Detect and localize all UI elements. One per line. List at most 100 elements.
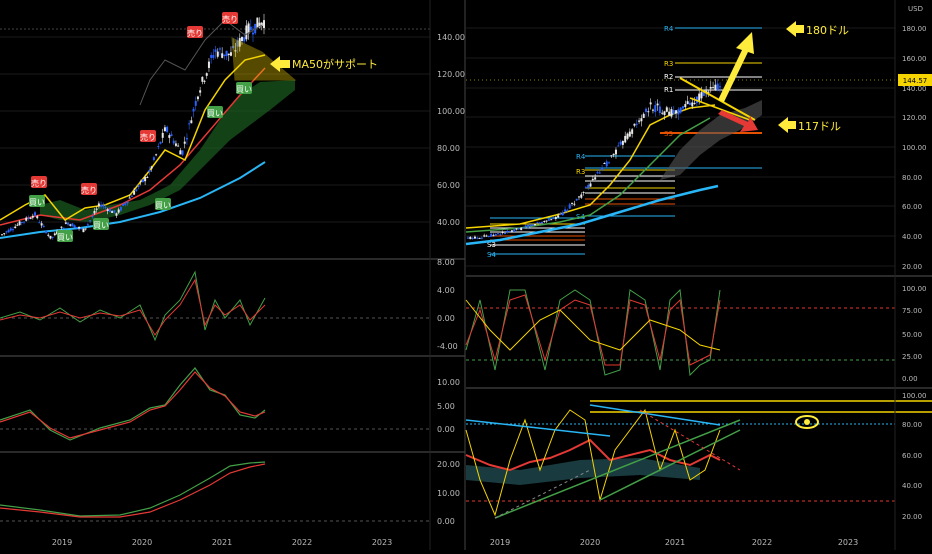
candle-body (27, 217, 30, 219)
candle-body (584, 187, 587, 189)
candle-body (137, 185, 140, 187)
x-tick-label: 2020 (580, 538, 600, 547)
candle-body (647, 111, 650, 113)
svg-text:117ドル: 117ドル (798, 120, 841, 133)
candle-body (144, 177, 147, 182)
candle-body (51, 236, 54, 238)
candle-body (575, 198, 578, 201)
candle-body (517, 228, 520, 230)
target-up-label: 180ドル (786, 21, 849, 37)
candle-body (218, 48, 221, 50)
candle-body (605, 161, 608, 167)
candle-body (520, 227, 523, 231)
svg-text:売り: 売り (222, 14, 238, 24)
svg-text:買い: 買い (57, 233, 73, 242)
candle-body (487, 235, 490, 237)
candle-body (633, 123, 636, 126)
left-osc-2-pane[interactable] (0, 367, 430, 441)
candle-body (135, 189, 138, 192)
candle-body (168, 135, 171, 138)
candle-body (700, 92, 703, 99)
y-tick-label: 40.00 (437, 218, 460, 227)
candle-body (582, 191, 585, 193)
candle-body (111, 211, 114, 213)
candlesticks (467, 79, 721, 240)
candle-body (93, 210, 96, 214)
pivot-label-r4: R4 (576, 153, 586, 161)
candle-body (3, 233, 6, 235)
right-osc-2-pane[interactable] (465, 400, 932, 519)
x-tick-label: 2023 (838, 538, 858, 547)
candle-body (554, 216, 557, 219)
left-osc-1-pane[interactable] (0, 270, 430, 342)
trend-line (599, 429, 741, 501)
right-osc-1-pane[interactable] (465, 288, 895, 377)
y-tick-label: 80.00 (437, 144, 460, 153)
candle-body (62, 227, 65, 229)
left-price-pane[interactable]: 売り 売り 売り 売り 売り 買い 買い 買い 買い 買い 買い MA50がサポ… (0, 12, 430, 242)
candle-body (529, 224, 532, 226)
sell-signal: 売り (187, 26, 203, 38)
candle-body (550, 219, 553, 221)
candle-body (480, 237, 483, 239)
y-tick-label: 140.00 (902, 85, 927, 93)
candle-body (695, 96, 698, 103)
pivot-level-lines (490, 169, 675, 255)
trend-line (639, 409, 741, 471)
y-tick-label: 40.00 (902, 482, 922, 490)
candle-body (194, 100, 197, 106)
trend-line (465, 419, 611, 437)
svg-text:買い: 買い (236, 85, 252, 94)
candle-body (104, 207, 107, 209)
x-tick-label: 2020 (132, 538, 152, 547)
candle-body (540, 221, 543, 224)
y-tick-label: 100.00 (902, 392, 927, 400)
candle-body (587, 184, 590, 189)
candle-body (577, 196, 580, 198)
trend-line (589, 404, 721, 426)
candle-body (240, 37, 243, 42)
candle-body (707, 91, 710, 93)
pivot-label-s3: S3 (487, 241, 496, 249)
candle-body (86, 224, 89, 226)
candle-body (654, 105, 657, 113)
candle-body (617, 145, 620, 147)
candle-body (614, 149, 617, 155)
svg-text:180ドル: 180ドル (806, 24, 849, 37)
candle-body (536, 222, 539, 224)
candle-body (5, 231, 8, 233)
candle-body (97, 203, 100, 206)
candle-body (258, 22, 261, 28)
candle-body (534, 223, 537, 226)
candle-body (69, 224, 72, 226)
svg-text:MA50がサポート: MA50がサポート (292, 57, 378, 71)
candle-body (591, 178, 594, 180)
y-tick-label: 80.00 (902, 421, 922, 429)
y-tick-label: 40.00 (902, 233, 922, 241)
candle-body (152, 157, 155, 161)
svg-text:買い: 買い (29, 198, 45, 207)
osc-red-line (0, 278, 266, 336)
candle-body (573, 203, 576, 205)
right-price-pane[interactable]: R4 R3 R2 R1 S3 R4 R3 S4 S3 S4 180ドル 117ド… (465, 21, 895, 267)
ma50-annotation: MA50がサポート (270, 56, 378, 72)
candle-body (203, 80, 206, 82)
left-osc-3-pane[interactable] (0, 461, 430, 522)
candle-body (163, 127, 166, 132)
candle-body (179, 150, 182, 155)
y-tick-label: 180.00 (902, 25, 927, 33)
candle-body (601, 167, 604, 171)
pivot-label-s4: S4 (487, 251, 496, 259)
candle-body (497, 233, 500, 235)
candle-body (552, 218, 555, 220)
candle-body (40, 223, 43, 226)
candle-body (236, 40, 239, 47)
x-tick-label: 2021 (665, 538, 685, 547)
x-tick-label: 2021 (212, 538, 232, 547)
candle-body (199, 90, 202, 93)
candle-body (106, 209, 109, 212)
candle-body (243, 37, 246, 42)
svg-text:売り: 売り (81, 185, 97, 195)
